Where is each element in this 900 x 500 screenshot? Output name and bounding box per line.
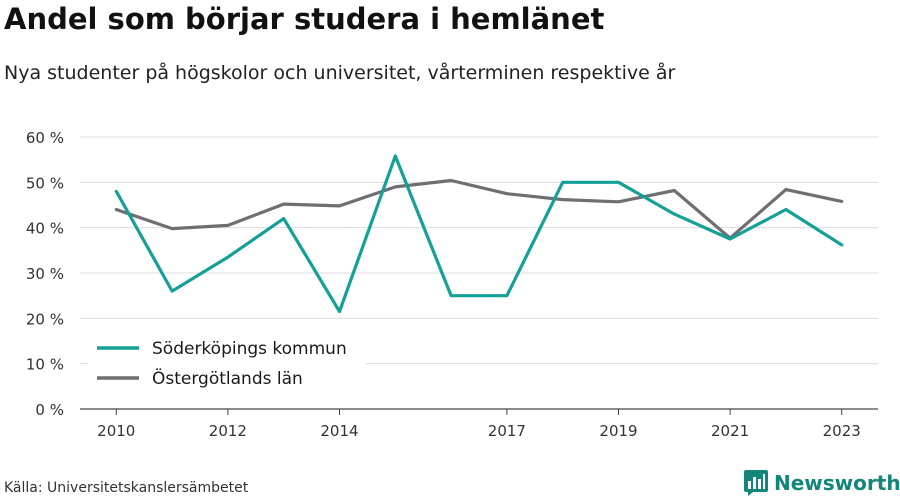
brand-logo: Newsworthy [744,468,900,498]
x-tick-label: 2017 [488,422,526,440]
x-tick-label: 2010 [97,422,135,440]
legend-background [88,330,366,396]
y-axis-tick-labels: 0 % 10 % 20 % 30 % 40 % 50 % 60 % [26,129,64,419]
legend: Söderköpings kommun Östergötlands län [88,330,366,396]
grid-lines [80,136,878,365]
y-tick-label: 40 % [26,220,64,238]
y-tick-label: 20 % [26,310,64,328]
series-line [114,154,844,314]
series-lines [114,154,844,314]
y-tick-label: 0 % [35,401,64,419]
y-tick-label: 30 % [26,265,64,283]
x-tick-label: 2019 [599,422,637,440]
chart-title: Andel som börjar studera i hemlänet [4,2,605,36]
x-axis: 2010 2012 2014 2017 2019 2021 2023 [80,408,878,440]
x-tick-label: 2021 [711,422,749,440]
brand-name: Newsworthy [774,471,900,495]
x-tick-label: 2014 [320,422,358,440]
legend-label: Östergötlands län [152,367,303,389]
bar-chart-logo-icon [744,470,768,496]
series-line [114,178,844,240]
y-tick-label: 50 % [26,174,64,192]
legend-label: Söderköpings kommun [152,339,347,359]
x-tick-label: 2012 [209,422,247,440]
y-tick-label: 60 % [26,129,64,147]
source-note: Källa: Universitetskanslersämbetet [4,480,249,496]
y-tick-label: 10 % [26,356,64,374]
chart-subtitle: Nya studenter på högskolor och universit… [4,62,676,84]
x-tick-label: 2023 [823,422,861,440]
